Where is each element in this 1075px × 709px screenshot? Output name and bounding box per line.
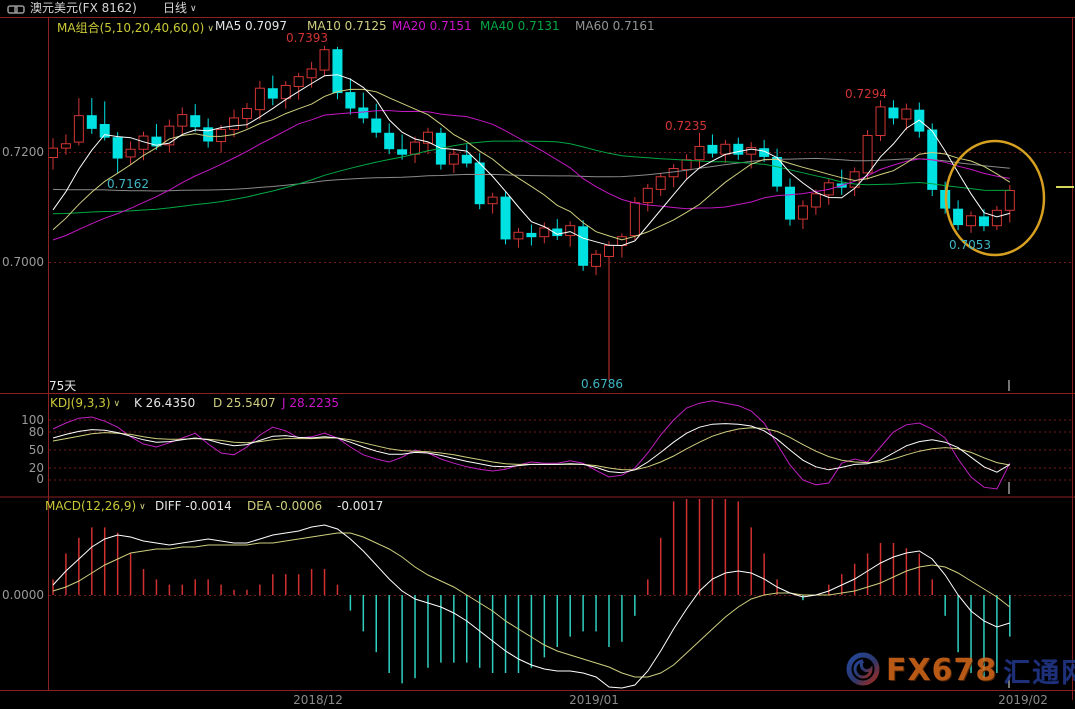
chevron-down-icon: ∨: [139, 502, 146, 512]
kdj-axis-50: 50: [28, 443, 44, 457]
fx678-logo-icon: [846, 652, 880, 689]
ma-indicator-row: MA组合(5,10,20,40,60,0) ∨ MA5 0.7097 MA10 0…: [0, 19, 1075, 36]
kdj-axis-80: 80: [28, 425, 44, 439]
kdj-axis-0: 0: [36, 472, 44, 486]
kdj-indicator-row: KDJ(9,3,3) ∨ K 26.4350 D 25.5407 J 28.223…: [0, 396, 1075, 411]
kdj-d-value: D 25.5407: [213, 396, 276, 410]
kdj-k-value: K 26.4350: [134, 396, 196, 410]
ma60-value: MA60 0.7161: [575, 19, 655, 33]
fx678-watermark: FX678 汇通网: [846, 651, 1075, 690]
kdj-label: KDJ(9,3,3): [50, 396, 111, 410]
annotation-low-0.6786: 0.6786: [581, 377, 623, 391]
price-axis-0.7000: 0.7000: [2, 255, 44, 269]
symbol-title: 澳元美元(FX 8162): [30, 1, 137, 15]
period-label: 日线: [163, 1, 188, 15]
chevron-down-icon: ∨: [113, 399, 121, 409]
kdj-axis-100: 100: [21, 413, 44, 427]
title-bar: 澳元美元(FX 8162) 日线 ∨: [0, 0, 1075, 17]
x-axis-2018-12: 2018/12: [293, 693, 343, 707]
kdj-selector[interactable]: KDJ(9,3,3) ∨: [50, 396, 120, 410]
price-axis-0.7200: 0.7200: [2, 145, 44, 159]
chevron-down-icon: ∨: [207, 24, 214, 34]
ma20-value: MA20 0.7151: [392, 19, 472, 33]
ma-group-label: MA组合(5,10,20,40,60,0): [57, 21, 205, 35]
days-count-label: 75天: [49, 379, 77, 393]
x-axis-2019-02: 2019/02: [998, 693, 1048, 707]
macd-indicator-row: MACD(12,26,9) ∨ DIFF -0.0014 DEA -0.0006 …: [0, 499, 1075, 514]
macd-selector[interactable]: MACD(12,26,9) ∨: [45, 499, 146, 513]
ma5-value: MA5 0.7097: [215, 19, 287, 33]
macd-diff-value: DIFF -0.0014: [155, 499, 232, 513]
huitong-logo-text: 汇通网: [1003, 658, 1075, 689]
kdj-j-value: J 28.2235: [282, 396, 339, 410]
macd-label: MACD(12,26,9): [45, 499, 137, 513]
ma40-value: MA40 0.7131: [480, 19, 560, 33]
link-icon[interactable]: [7, 3, 25, 20]
annotation-low-0.7053: 0.7053: [949, 238, 991, 252]
annotation-low-0.7162: 0.7162: [107, 177, 149, 191]
x-axis-2019-01: 2019/01: [569, 693, 619, 707]
macd-axis-zero: 0.0000: [2, 588, 44, 602]
macd-hist-value: -0.0017: [337, 499, 384, 513]
annotation-high-0.7294: 0.7294: [845, 87, 887, 101]
kdj-axis-20: 20: [28, 461, 44, 475]
fx678-logo-text: FX678: [886, 653, 998, 688]
annotation-high-0.7393: 0.7393: [286, 31, 328, 45]
annotation-high-0.7235: 0.7235: [665, 119, 707, 133]
macd-dea-value: DEA -0.0006: [247, 499, 323, 513]
period-selector[interactable]: 日线 ∨: [163, 0, 197, 19]
chevron-down-icon: ∨: [190, 4, 197, 14]
ma-group-selector[interactable]: MA组合(5,10,20,40,60,0) ∨: [57, 19, 214, 36]
ma10-value: MA10 0.7125: [307, 19, 387, 33]
